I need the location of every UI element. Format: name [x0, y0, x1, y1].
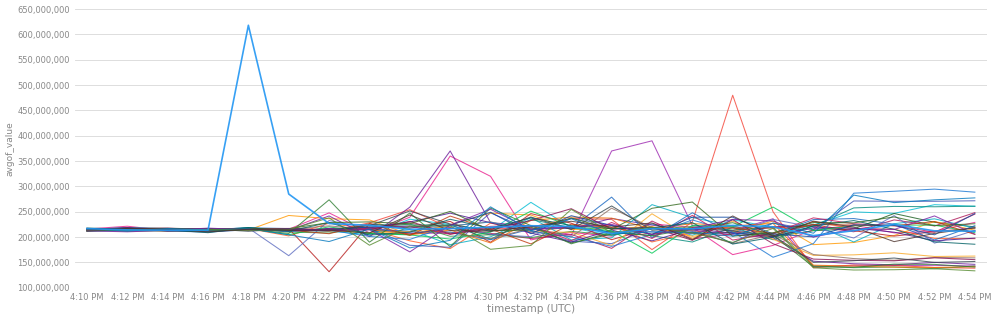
- X-axis label: timestamp (UTC): timestamp (UTC): [487, 304, 575, 315]
- Y-axis label: avgof_value: avgof_value: [6, 121, 15, 176]
